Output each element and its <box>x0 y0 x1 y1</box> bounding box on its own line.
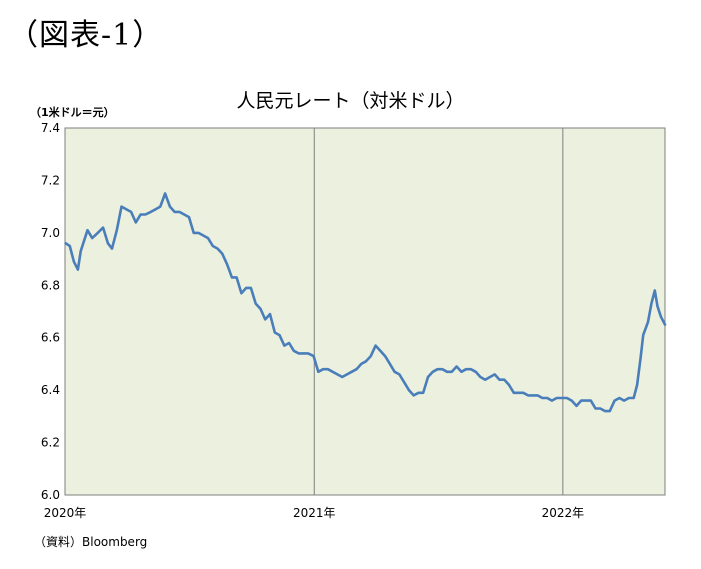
y-tick-label: 7.0 <box>41 226 60 240</box>
y-tick-label: 7.2 <box>41 173 60 187</box>
figure-label: （図表-1） <box>8 18 164 53</box>
x-tick-label: 2022年 <box>542 506 585 520</box>
y-tick-label: 6.2 <box>41 436 60 450</box>
source-note: （資料）Bloomberg <box>34 535 148 549</box>
y-tick-label: 6.4 <box>41 383 60 397</box>
x-tick-label: 2021年 <box>293 506 336 520</box>
x-axis: 2020年 2021年 2022年 <box>44 506 584 520</box>
y-tick-label: 7.4 <box>41 121 60 135</box>
x-tick-label: 2020年 <box>44 506 87 520</box>
series-line <box>64 192 667 413</box>
chart-title: 人民元レート（対米ドル） <box>236 90 465 112</box>
y-tick-label: 6.8 <box>41 278 60 292</box>
y-tick-label: 6.6 <box>41 331 60 345</box>
y-tick-label: 6.0 <box>41 488 60 502</box>
y-axis: 6.0 6.2 6.4 6.6 6.8 7.0 7.2 7.4 <box>41 121 60 502</box>
series-layer <box>64 192 667 413</box>
plot-area <box>64 127 666 496</box>
y-axis-unit-label: （1米ドル＝元） <box>30 106 115 119</box>
x-grid-lines <box>313 128 564 495</box>
